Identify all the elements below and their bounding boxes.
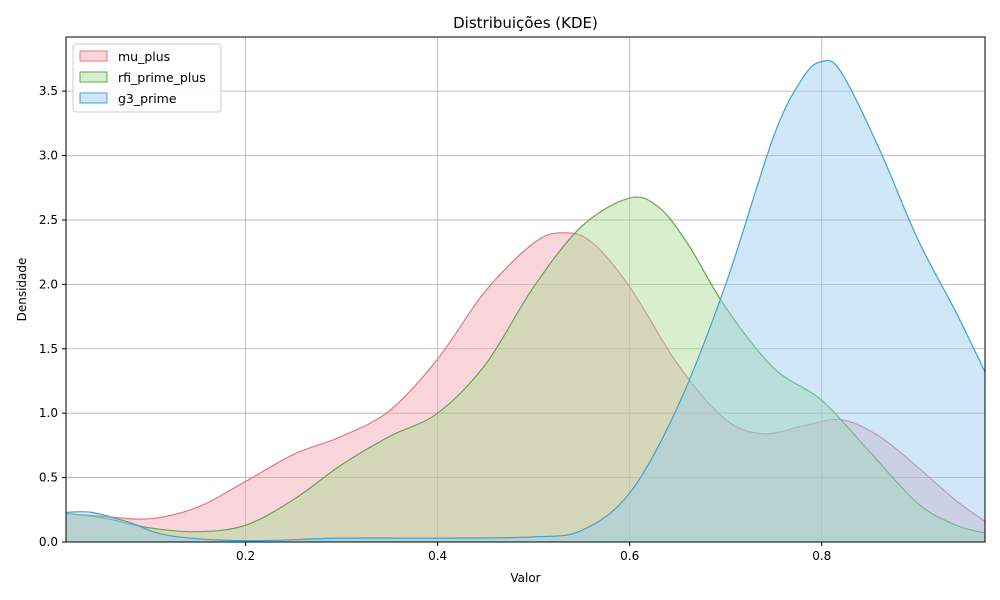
legend-label-g3_prime: g3_prime	[118, 91, 177, 106]
series-areas	[66, 59, 985, 542]
legend-swatch-mu_plus	[79, 50, 108, 62]
series-line-g3_prime	[66, 59, 985, 542]
y-tick-label: 2.5	[39, 213, 58, 227]
x-axis: 0.2 0.4 0.6 0.8	[236, 542, 831, 563]
y-tick-label: 0.5	[39, 471, 58, 485]
x-axis-label: Valor	[510, 571, 540, 585]
legend-label-rfi_prime_plus: rfi_prime_plus	[118, 70, 206, 85]
series-line-mu_plus	[66, 232, 985, 522]
legend-swatch-g3_prime	[79, 92, 108, 104]
y-tick-label: 1.5	[39, 342, 58, 356]
y-tick-label: 2.0	[39, 277, 58, 291]
legend-label-mu_plus: mu_plus	[118, 49, 170, 64]
x-tick-label: 0.4	[428, 549, 447, 563]
chart-title: Distribuições (KDE)	[453, 14, 598, 32]
area-fill-mu_plus	[66, 232, 985, 542]
legend-swatch-rfi_prime_plus	[79, 71, 108, 83]
y-tick-label: 3.0	[39, 149, 58, 163]
legend-box	[72, 43, 222, 113]
x-tick-label: 0.8	[812, 549, 831, 563]
x-tick-label: 0.6	[620, 549, 639, 563]
area-fill-g3_prime	[66, 60, 985, 542]
plot-frame	[65, 36, 986, 543]
area-fill-rfi_prime_plus	[66, 197, 985, 542]
y-tick-label: 1.0	[39, 406, 58, 420]
legend: mu_plus rfi_prime_plus g3_prime	[72, 43, 222, 113]
y-tick-label: 0.0	[39, 535, 58, 549]
series-line-rfi_prime_plus	[66, 196, 985, 534]
x-tick-label: 0.2	[236, 549, 255, 563]
y-axis-label: Densidade	[15, 258, 29, 322]
y-axis: 0.0 0.5 1.0 1.5 2.0 2.5 3.0 3.5	[39, 84, 66, 549]
y-tick-label: 3.5	[39, 84, 58, 98]
